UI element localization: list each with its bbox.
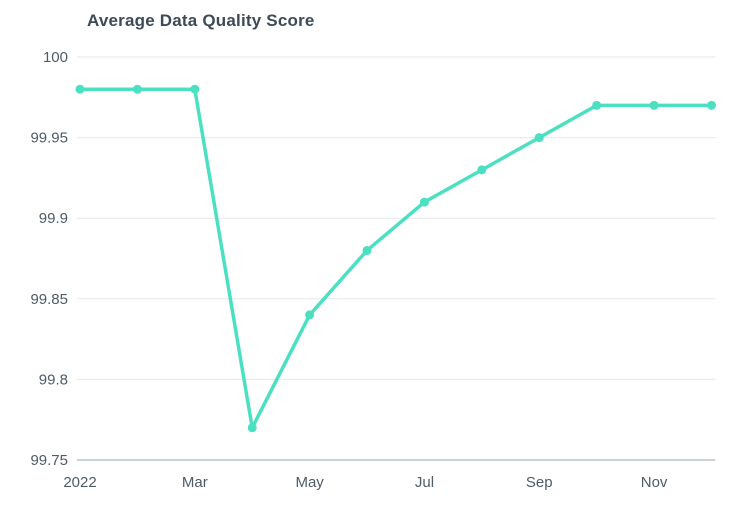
chart-title: Average Data Quality Score xyxy=(87,11,315,30)
data-point xyxy=(419,197,429,207)
data-point xyxy=(132,84,142,94)
x-tick-label: Jul xyxy=(415,474,434,491)
y-tick-label: 99.8 xyxy=(39,371,68,388)
x-tick-label: Mar xyxy=(182,474,208,491)
x-tick-label: Nov xyxy=(641,474,668,491)
x-tick-label: Sep xyxy=(526,474,553,491)
data-point xyxy=(247,423,257,433)
y-tick-label: 99.85 xyxy=(30,291,68,308)
y-tick-label: 99.75 xyxy=(30,452,68,469)
y-tick-label: 100 xyxy=(43,49,68,66)
data-point xyxy=(477,165,487,175)
x-tick-label: May xyxy=(295,474,324,491)
y-tick-label: 99.95 xyxy=(30,130,68,147)
data-point xyxy=(649,100,659,110)
data-point xyxy=(592,100,602,110)
data-point xyxy=(707,100,716,110)
series-line xyxy=(78,87,714,430)
data-point xyxy=(362,245,372,255)
data-point xyxy=(190,84,200,94)
data-point xyxy=(305,310,315,320)
x-tick-label: 2022 xyxy=(63,474,96,491)
data-point xyxy=(75,84,85,94)
data-point xyxy=(534,133,544,143)
y-tick-label: 99.9 xyxy=(39,210,68,227)
